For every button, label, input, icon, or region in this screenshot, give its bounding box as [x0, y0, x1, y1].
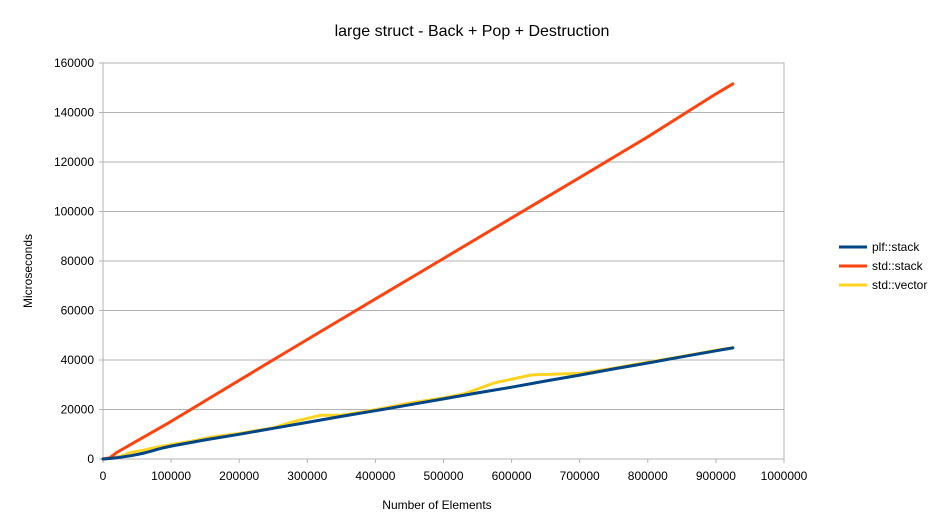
y-tick-label: 100000 [54, 205, 94, 219]
series-line-plf-stack [101, 346, 735, 461]
x-tick-label: 200000 [219, 469, 259, 483]
x-tick-label: 1000000 [761, 469, 808, 483]
series-line-std-stack [101, 82, 735, 461]
y-tick-label: 160000 [54, 56, 94, 70]
chart-title: large struct - Back + Pop + Destruction [335, 23, 610, 40]
legend-label: plf::stack [872, 240, 920, 254]
y-tick-label: 80000 [61, 254, 95, 268]
x-tick-label: 100000 [151, 469, 191, 483]
series-lines [101, 82, 735, 461]
x-tick-label: 800000 [628, 469, 668, 483]
y-tick-label: 40000 [61, 353, 95, 367]
y-tick-label: 0 [87, 452, 94, 466]
x-tick-label: 600000 [492, 469, 532, 483]
y-tick-label: 60000 [61, 304, 95, 318]
x-axis-ticks: 0 100000 200000 300000 400000 500000 600000 700… [100, 459, 808, 483]
y-tick-label: 120000 [54, 155, 94, 169]
x-axis-title: Number of Elements [382, 498, 491, 512]
y-tick-label: 140000 [54, 106, 94, 120]
legend-label: std::stack [872, 259, 924, 273]
y-tick-label: 20000 [61, 403, 95, 417]
x-tick-label: 0 [100, 469, 107, 483]
y-axis-ticks: 0 20000 40000 60000 80000 100000 120000 140000 1… [54, 56, 103, 466]
x-tick-label: 700000 [560, 469, 600, 483]
legend-label: std::vector [872, 278, 927, 292]
x-tick-label: 300000 [287, 469, 327, 483]
x-tick-label: 500000 [423, 469, 463, 483]
x-tick-label: 400000 [355, 469, 395, 483]
y-axis-title: Microseconds [21, 234, 35, 308]
x-tick-label: 900000 [696, 469, 736, 483]
